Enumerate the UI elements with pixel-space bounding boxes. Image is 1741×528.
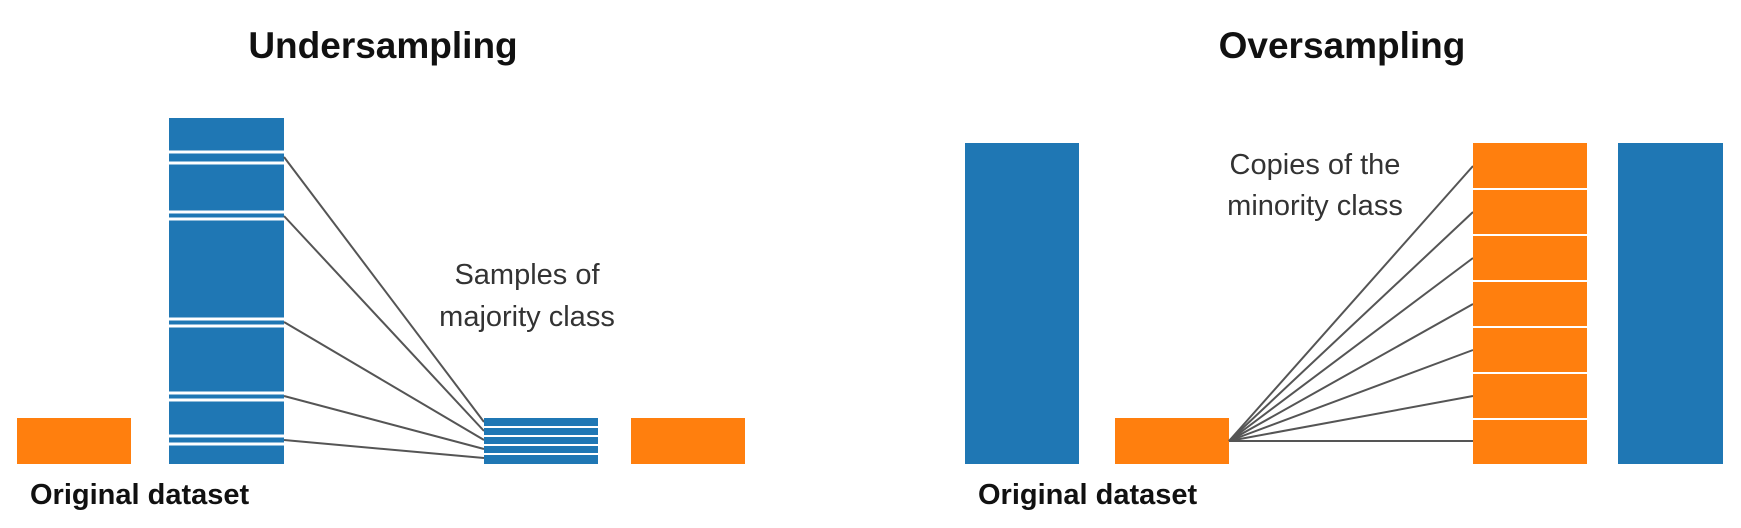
samples-annotation-line1: Samples of (454, 259, 600, 291)
original-minority-bar (17, 418, 131, 464)
undersampled-minority-bar (631, 418, 745, 464)
original-minority-bar (1115, 418, 1229, 464)
copy-connector-lines (1228, 165, 1474, 442)
samples-annotation-line2: majority class (439, 301, 615, 333)
oversampled-majority-bar (1618, 143, 1723, 464)
copies-annotation-line1: Copies of the (1230, 149, 1401, 181)
sample-connector-lines (283, 156, 485, 459)
undersampling-title: Undersampling (248, 25, 517, 66)
copies-annotation-line2: minority class (1227, 190, 1403, 222)
oversampling-title: Oversampling (1219, 25, 1466, 66)
oversampling-panel: Oversampling Copies of the minority clas… (965, 25, 1723, 511)
oversampling-caption: Original dataset (978, 479, 1198, 511)
undersampling-panel: Undersampling (17, 25, 745, 511)
original-majority-bar (169, 118, 284, 464)
oversampled-minority-bar (1473, 143, 1587, 464)
original-majority-bar (965, 143, 1079, 464)
undersampled-majority-bar (484, 418, 598, 464)
undersampling-caption: Original dataset (30, 479, 250, 511)
